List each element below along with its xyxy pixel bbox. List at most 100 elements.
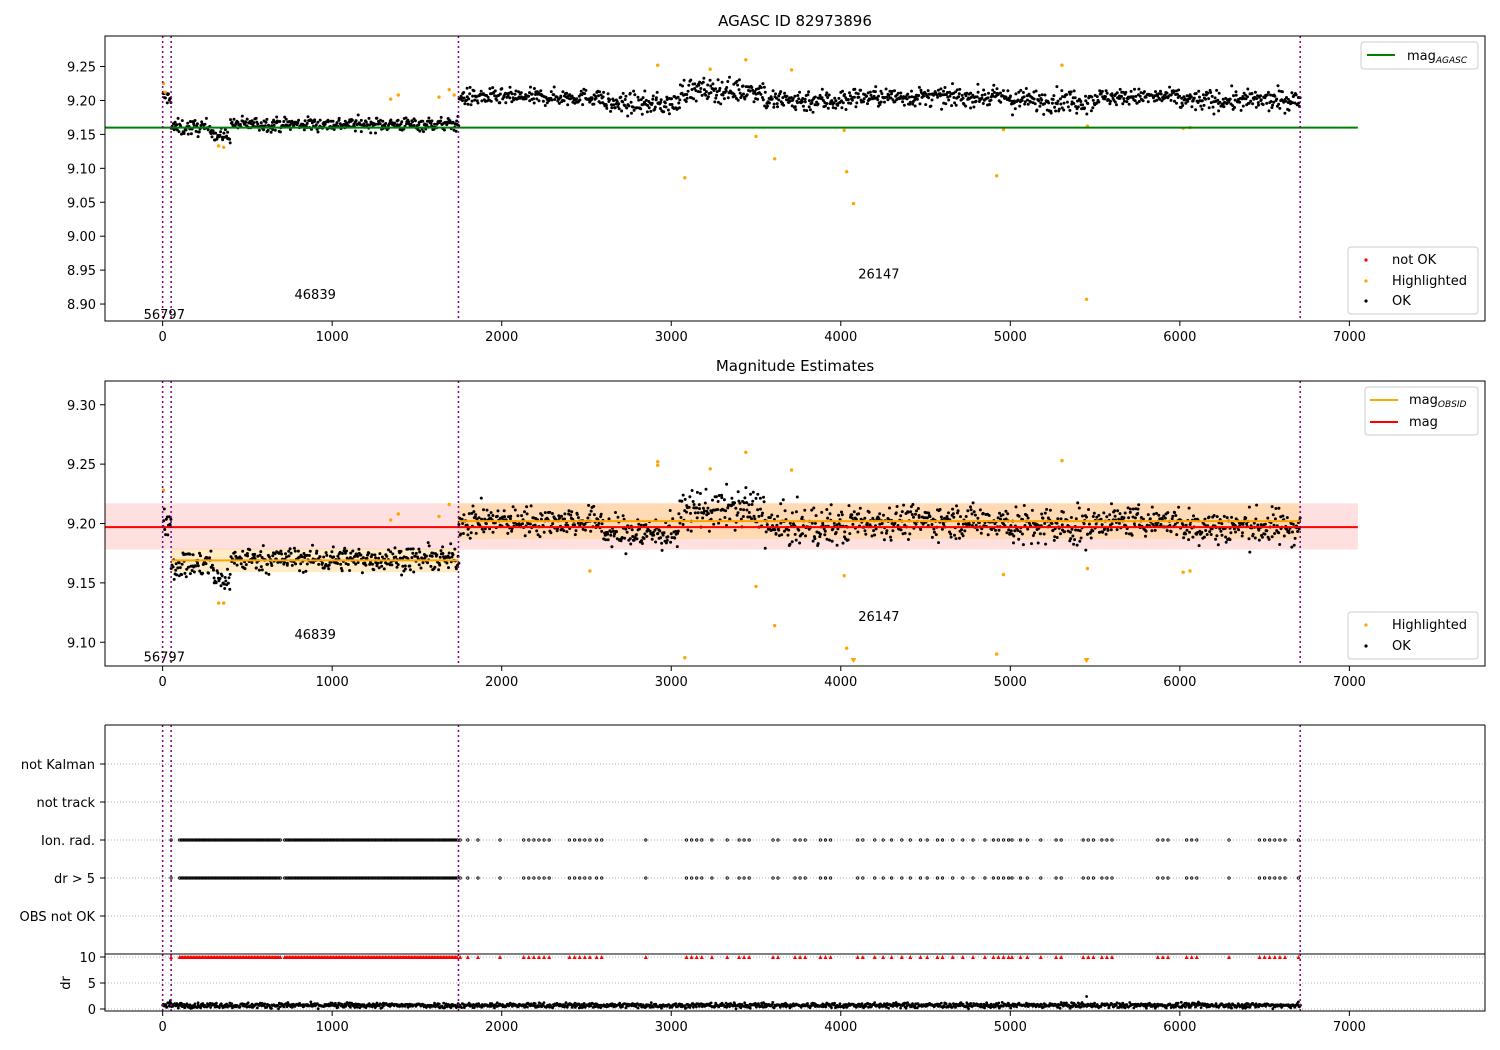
ok-point bbox=[617, 107, 621, 111]
ok-point bbox=[759, 86, 763, 90]
ok-point bbox=[720, 80, 724, 84]
ok-point bbox=[549, 90, 553, 94]
ok-point bbox=[180, 562, 184, 566]
ok-point bbox=[856, 92, 860, 96]
ok-point bbox=[1017, 90, 1021, 94]
ok-point bbox=[649, 109, 653, 113]
ok-point bbox=[1269, 93, 1272, 97]
ok-point bbox=[263, 124, 267, 128]
ok-point bbox=[252, 121, 256, 125]
ok-point bbox=[715, 93, 718, 97]
dr-point bbox=[437, 1002, 441, 1006]
ok-point bbox=[477, 516, 481, 520]
ok-point bbox=[1090, 95, 1094, 99]
ok-point bbox=[966, 509, 970, 513]
highlighted-point bbox=[222, 145, 226, 149]
ok-point bbox=[888, 89, 892, 93]
ok-point bbox=[581, 103, 585, 107]
ok-point bbox=[1097, 513, 1101, 517]
x-tick-label: 7000 bbox=[1333, 675, 1366, 690]
ok-point bbox=[474, 95, 478, 99]
ok-point bbox=[1246, 95, 1249, 99]
ok-point bbox=[643, 89, 647, 93]
ok-point bbox=[1072, 542, 1076, 546]
ok-point bbox=[795, 495, 799, 499]
ok-point bbox=[1187, 538, 1191, 542]
dr-point bbox=[649, 1001, 653, 1005]
ok-point bbox=[879, 89, 883, 93]
ok-point bbox=[303, 119, 307, 123]
dr-point bbox=[238, 1005, 242, 1009]
ok-point bbox=[1049, 111, 1053, 115]
ok-point bbox=[1159, 89, 1162, 93]
ok-point bbox=[1291, 530, 1294, 534]
ok-point bbox=[1166, 511, 1170, 515]
ok-point bbox=[1005, 531, 1009, 535]
ok-point bbox=[882, 538, 886, 542]
ok-point bbox=[1055, 102, 1059, 106]
ok-point bbox=[859, 88, 863, 92]
ok-point bbox=[1115, 103, 1118, 107]
ok-point bbox=[790, 511, 794, 515]
ok-point bbox=[877, 94, 880, 98]
ok-point bbox=[1228, 97, 1232, 101]
ok-point bbox=[857, 512, 861, 516]
ok-point bbox=[223, 576, 227, 579]
ok-point bbox=[610, 545, 614, 549]
ok-point bbox=[896, 91, 900, 95]
ok-point bbox=[412, 124, 416, 127]
ok-point bbox=[301, 570, 305, 574]
ok-point bbox=[372, 568, 376, 572]
highlighted-point bbox=[744, 58, 748, 62]
ok-point bbox=[917, 85, 921, 89]
ok-point bbox=[506, 531, 510, 535]
ok-point bbox=[787, 528, 791, 532]
ok-point bbox=[694, 99, 698, 103]
ok-point bbox=[186, 121, 190, 125]
ok-point bbox=[850, 98, 854, 102]
ok-point bbox=[735, 79, 739, 83]
ok-point bbox=[538, 535, 542, 539]
ok-point bbox=[248, 548, 252, 552]
ok-point bbox=[1144, 534, 1147, 538]
ok-point bbox=[753, 517, 757, 521]
ok-point bbox=[208, 556, 211, 560]
ok-point bbox=[1192, 514, 1195, 518]
ok-point bbox=[441, 552, 445, 555]
ok-point bbox=[264, 571, 268, 575]
ok-point bbox=[955, 88, 959, 92]
ok-point bbox=[240, 114, 244, 118]
legend-swatch-not-ok bbox=[1364, 258, 1368, 262]
ok-point bbox=[911, 102, 915, 106]
ok-point bbox=[837, 513, 841, 517]
ok-point bbox=[382, 567, 386, 571]
ok-point bbox=[339, 562, 343, 566]
ok-point bbox=[288, 128, 292, 131]
ok-point bbox=[1208, 530, 1212, 534]
ok-point bbox=[1251, 532, 1255, 536]
ok-point bbox=[669, 532, 673, 536]
ok-point bbox=[357, 547, 361, 551]
ok-point bbox=[751, 490, 755, 494]
ok-point bbox=[1212, 112, 1216, 116]
ok-point bbox=[1085, 112, 1089, 116]
ok-point bbox=[824, 104, 827, 108]
ok-point bbox=[1215, 534, 1219, 538]
ok-point bbox=[1283, 111, 1287, 115]
ok-point bbox=[736, 490, 740, 494]
ok-point bbox=[1141, 99, 1145, 103]
legend-label-highlighted: Highlighted bbox=[1392, 618, 1467, 633]
ok-point bbox=[1050, 101, 1054, 105]
ok-point bbox=[810, 521, 814, 525]
ok-point bbox=[1291, 101, 1295, 105]
ok-point bbox=[849, 101, 853, 105]
ok-point bbox=[741, 84, 745, 88]
ok-point bbox=[209, 549, 213, 553]
ok-point bbox=[617, 102, 621, 106]
ok-point bbox=[426, 561, 429, 565]
ok-point bbox=[665, 95, 669, 99]
ok-point bbox=[1248, 550, 1252, 554]
ok-point bbox=[1276, 84, 1280, 88]
ok-point bbox=[1105, 91, 1109, 95]
